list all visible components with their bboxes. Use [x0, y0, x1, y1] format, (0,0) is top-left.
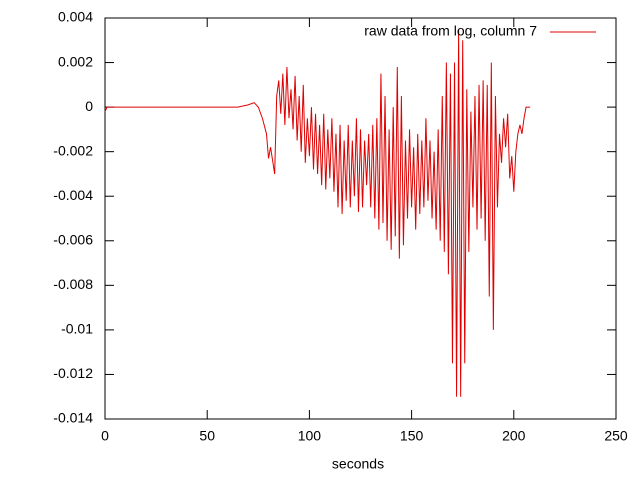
x-tick-label: 200 [502, 428, 526, 444]
y-tick-label: 0 [85, 98, 93, 114]
y-tick-label: -0.012 [53, 365, 93, 381]
y-tick-label: 0.004 [58, 9, 93, 25]
x-tick-label: 250 [604, 428, 628, 444]
y-tick-label: 0.002 [58, 53, 93, 69]
x-tick-label: 50 [199, 428, 215, 444]
y-tick-label: -0.01 [61, 321, 93, 337]
x-tick-label: 100 [298, 428, 322, 444]
y-tick-label: -0.014 [53, 410, 93, 426]
y-tick-label: -0.006 [53, 231, 93, 247]
y-tick-label: -0.004 [53, 187, 93, 203]
y-tick-label: -0.008 [53, 276, 93, 292]
plot-border [104, 17, 617, 420]
data-line [104, 29, 531, 397]
y-tick-label: -0.002 [53, 142, 93, 158]
x-tick-label: 150 [400, 428, 424, 444]
x-tick-label: 0 [101, 428, 109, 444]
x-axis-label: seconds [332, 456, 384, 472]
legend-label: raw data from log, column 7 [364, 23, 537, 39]
